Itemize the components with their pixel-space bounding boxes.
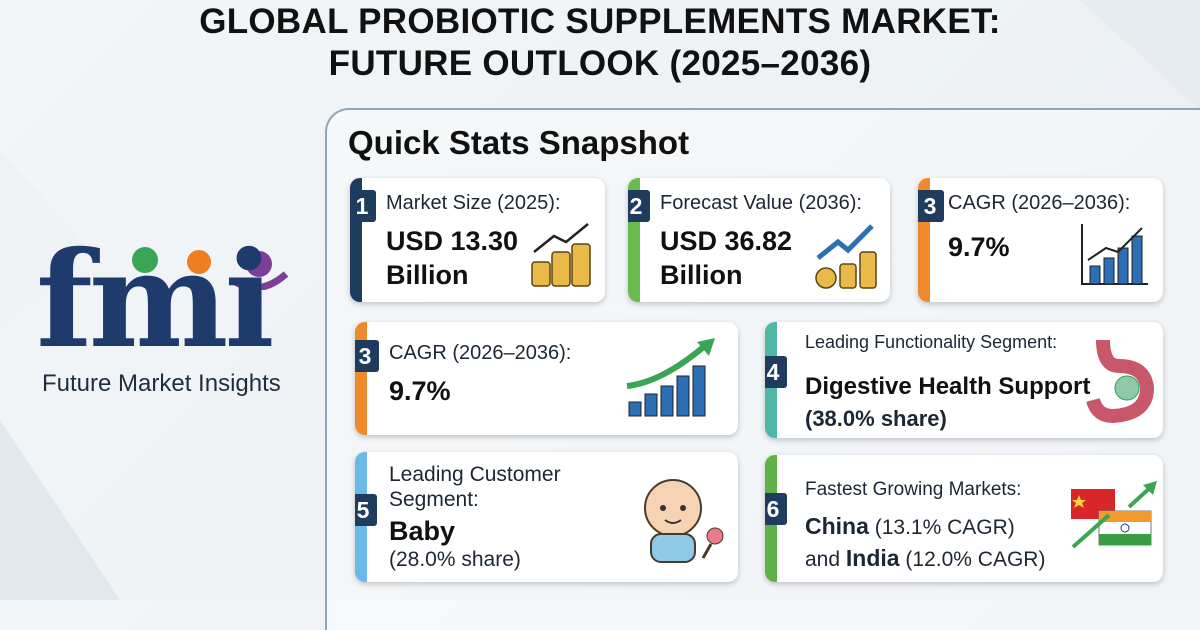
badge: 2 — [628, 190, 650, 222]
label: Forecast Value (2036): — [660, 192, 862, 214]
value: USD 36.82 — [660, 226, 793, 256]
flags-icon — [1071, 481, 1157, 549]
market-name: India — [845, 545, 900, 571]
label: Fastest Growing Markets: — [805, 479, 1022, 500]
label: CAGR (2026–2036): — [389, 342, 572, 364]
decor-shape — [0, 150, 90, 330]
coins-icon — [531, 223, 591, 287]
label: CAGR (2026–2036): — [948, 192, 1131, 214]
connector: and — [805, 548, 841, 571]
stat-card: 3 CAGR (2026–2036): 9.7% — [355, 322, 738, 435]
stat-card: 4 Leading Functionality Segment: Digesti… — [765, 322, 1163, 438]
value: USD 13.30 — [386, 226, 519, 256]
decor-shape — [0, 420, 120, 600]
logo-name: Future Market Insights — [42, 370, 281, 397]
stat-card: 3 CAGR (2026–2036): 9.7% — [918, 178, 1163, 302]
badge: 3 — [918, 190, 944, 222]
logo-head — [187, 250, 211, 274]
value: Baby — [389, 516, 456, 546]
background-decor — [0, 0, 1200, 600]
market-line: China (13.1% CAGR) — [805, 513, 1015, 540]
stat-card: 2 Forecast Value (2036): USD 36.82 Billi… — [628, 178, 890, 302]
accent-bar — [355, 322, 367, 435]
title-line: FUTURE OUTLOOK (2025–2036) — [328, 44, 872, 83]
value: 9.7% — [389, 376, 451, 406]
detail: (28.0% share) — [389, 548, 521, 571]
value: Digestive Health Support — [805, 373, 1091, 400]
logo-arms — [230, 271, 289, 290]
value: Billion — [660, 260, 743, 290]
badge: 3 — [355, 340, 379, 372]
bar-chart-icon — [1081, 224, 1148, 285]
badge: 6 — [765, 493, 787, 525]
logo-head — [246, 251, 272, 277]
stat-card: 6 Fastest Growing Markets: China (13.1% … — [765, 455, 1163, 582]
badge: 4 — [765, 356, 787, 388]
market-detail: (12.0% CAGR) — [905, 548, 1046, 571]
logo-head — [132, 247, 158, 273]
decor-shape — [1080, 0, 1200, 110]
logo-mark: fmi — [36, 223, 275, 378]
stat-card: 5 Leading Customer Segment: Baby (28.0% … — [355, 452, 738, 582]
market-name: China — [805, 513, 869, 539]
badge: 1 — [350, 190, 376, 222]
panel-title: Quick Stats Snapshot — [348, 124, 690, 161]
title-line: GLOBAL PROBIOTIC SUPPLEMENTS MARKET: — [199, 2, 1001, 41]
label: Leading Customer Segment: — [389, 463, 561, 511]
value: 9.7% — [948, 232, 1010, 262]
stat-card: 1 Market Size (2025): USD 13.30 Billion — [350, 178, 605, 302]
label: Market Size (2025): — [386, 192, 561, 214]
label: Leading Functionality Segment: — [805, 332, 1058, 352]
market-line: and India (12.0% CAGR) — [805, 545, 1045, 572]
growth-coins-icon — [815, 224, 877, 289]
logo-figures — [132, 247, 289, 290]
bar-chart-icon — [626, 338, 715, 417]
badge: 5 — [355, 494, 377, 526]
baby-icon — [644, 479, 724, 563]
value: Billion — [386, 260, 469, 290]
market-detail: (13.1% CAGR) — [874, 516, 1015, 539]
stomach-icon — [1086, 339, 1155, 424]
detail: (38.0% share) — [805, 406, 947, 431]
